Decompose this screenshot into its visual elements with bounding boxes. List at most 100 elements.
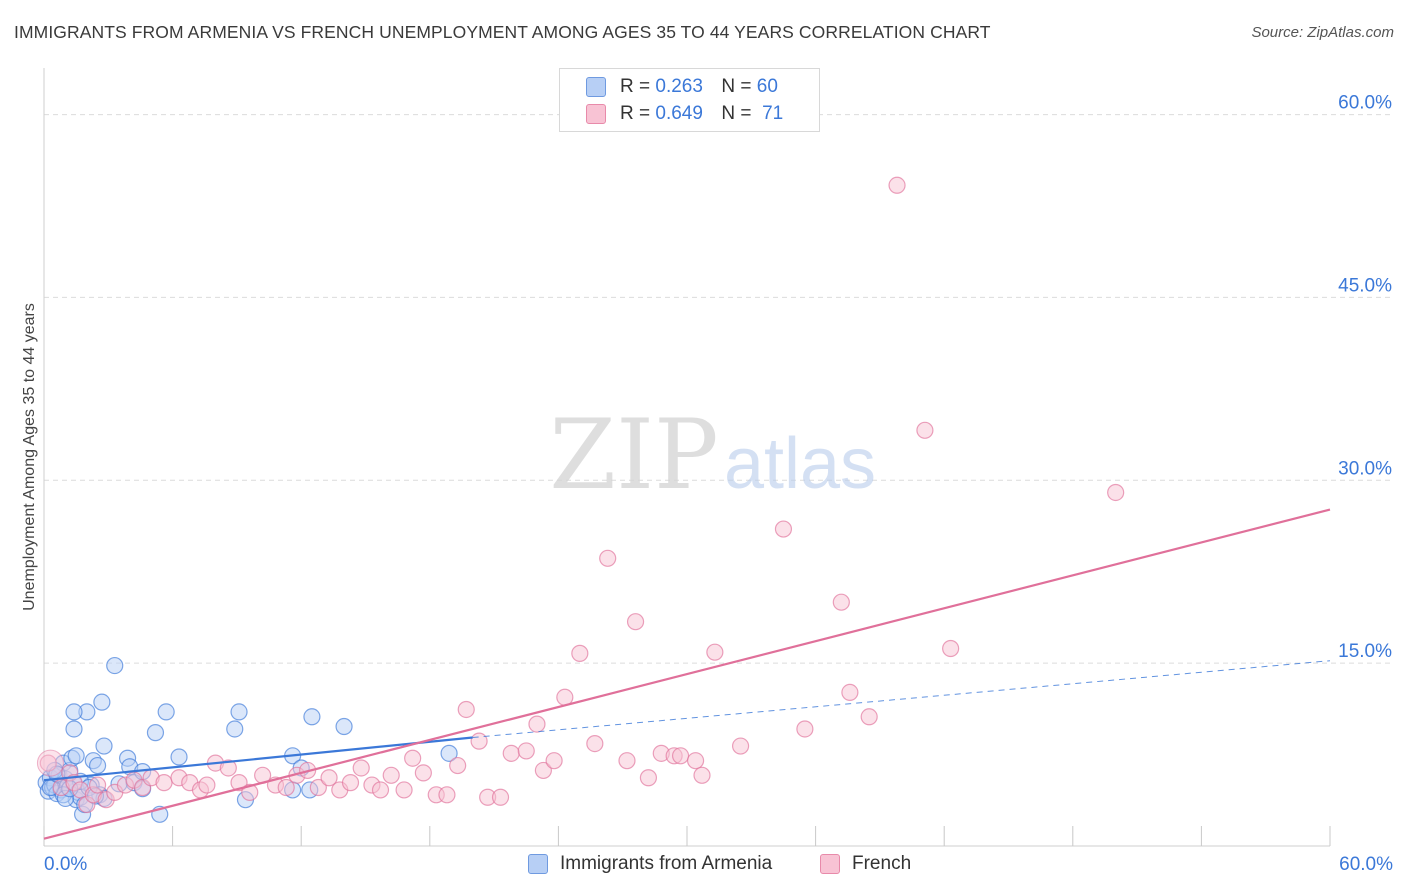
watermark: ZIP atlas xyxy=(549,399,876,511)
french-point xyxy=(449,756,467,775)
french-point xyxy=(1107,483,1125,502)
french-point xyxy=(395,781,413,799)
french-point xyxy=(586,734,604,753)
french-point xyxy=(39,754,57,772)
french-point xyxy=(457,700,475,719)
n-label: N = xyxy=(721,103,752,124)
watermark-atlas: atlas xyxy=(724,424,876,504)
watermark-zip: ZIP xyxy=(549,399,718,511)
n-value: 71 xyxy=(762,103,784,124)
armenia-point xyxy=(93,693,111,711)
french-point xyxy=(382,766,400,784)
legend-item-armenia[interactable]: Immigrants from Armenia xyxy=(528,851,772,877)
legend-row-armenia: R = 0.263 N = 60 xyxy=(586,75,778,99)
french-point xyxy=(528,715,546,733)
armenia-point xyxy=(67,747,85,765)
armenia-point xyxy=(88,756,107,775)
x-tick-label: 0.0% xyxy=(44,854,87,875)
french-point xyxy=(352,759,370,777)
legend-label-armenia: Immigrants from Armenia xyxy=(560,853,773,874)
french-trend-line xyxy=(43,508,1331,840)
chart-title: IMMIGRANTS FROM ARMENIA VS FRENCH UNEMPL… xyxy=(14,22,991,42)
legend-label-french: French xyxy=(852,853,912,874)
french-point xyxy=(404,749,422,767)
french-point xyxy=(693,766,711,784)
armenia-point xyxy=(303,708,321,726)
french-point xyxy=(618,752,636,770)
r-label: R = xyxy=(620,76,651,97)
legend-swatch-armenia xyxy=(528,854,548,874)
french-point xyxy=(774,520,793,538)
french-point xyxy=(671,747,690,765)
grid-lines xyxy=(44,114,1392,664)
n-label: N = xyxy=(721,76,752,97)
french-point xyxy=(599,549,617,567)
source-label: Source: ZipAtlas.com xyxy=(1251,24,1394,41)
french-point xyxy=(860,708,878,726)
n-value: 60 xyxy=(756,76,778,97)
armenia-point xyxy=(65,703,83,721)
french-point xyxy=(832,593,850,611)
french-point xyxy=(502,744,520,762)
data-points xyxy=(36,176,1125,823)
axes xyxy=(43,68,1331,847)
legend-item-french[interactable]: French xyxy=(820,851,911,877)
legend-swatch-french xyxy=(586,104,606,124)
french-point xyxy=(571,644,589,662)
french-point xyxy=(470,732,488,750)
french-point xyxy=(36,749,64,777)
armenia-trend-extension xyxy=(472,660,1331,739)
french-point xyxy=(888,176,906,194)
french-point xyxy=(414,764,432,782)
armenia-point xyxy=(65,720,83,738)
french-point xyxy=(731,737,750,755)
french-point xyxy=(517,742,535,760)
y-tick-label: 15.0% xyxy=(1338,641,1392,662)
armenia-point xyxy=(170,748,188,766)
armenia-point xyxy=(106,656,124,675)
armenia-point xyxy=(95,737,113,755)
french-point xyxy=(545,752,563,770)
french-point xyxy=(277,778,295,797)
correlation-legend: R = 0.263 N = 60 R = 0.649 N = 71 xyxy=(559,68,820,132)
armenia-point xyxy=(230,703,248,721)
french-point xyxy=(916,421,934,439)
french-point xyxy=(219,759,237,777)
french-point xyxy=(706,643,724,661)
r-value: 0.263 xyxy=(655,76,703,97)
french-point xyxy=(341,774,360,792)
french-point xyxy=(796,720,814,738)
r-value: 0.649 xyxy=(655,103,703,124)
legend-row-french: R = 0.649 N = 71 xyxy=(586,102,783,126)
french-point xyxy=(155,774,173,792)
french-point xyxy=(371,781,390,799)
armenia-point xyxy=(335,717,353,736)
french-point xyxy=(320,769,338,787)
y-tick-label: 60.0% xyxy=(1338,93,1392,114)
y-tick-label: 30.0% xyxy=(1338,458,1392,479)
armenia-point xyxy=(440,744,458,762)
armenia-point xyxy=(146,724,165,742)
legend-swatch-french xyxy=(820,854,840,874)
r-label: R = xyxy=(620,103,651,124)
french-point xyxy=(626,613,645,631)
french-point xyxy=(942,639,960,658)
french-point xyxy=(88,776,107,794)
y-tick-label: 45.0% xyxy=(1338,275,1392,296)
french-point xyxy=(241,783,259,801)
french-point xyxy=(198,776,216,794)
french-point xyxy=(438,786,456,804)
french-point xyxy=(491,788,510,806)
french-point xyxy=(639,769,658,787)
trend-lines xyxy=(43,508,1331,840)
x-tick-label: 60.0% xyxy=(1339,854,1393,875)
french-point xyxy=(686,752,705,770)
french-point xyxy=(309,778,327,797)
legend-swatch-armenia xyxy=(586,77,606,97)
french-point xyxy=(841,683,859,702)
armenia-point xyxy=(226,720,244,738)
tick-labels: 15.0% 30.0% 45.0% 60.0% 0.0% 60.0% xyxy=(44,93,1393,875)
armenia-point xyxy=(157,703,175,721)
armenia-trend-line xyxy=(43,736,473,782)
